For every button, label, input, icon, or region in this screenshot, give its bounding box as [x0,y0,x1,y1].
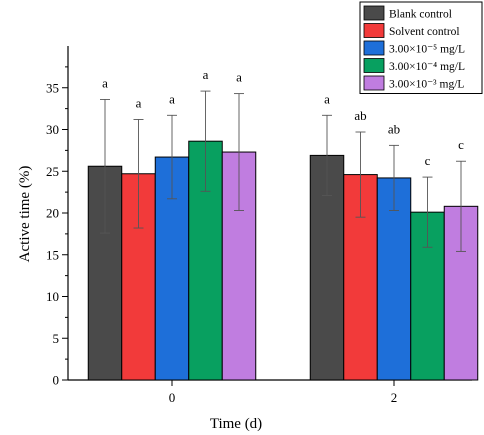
significance-label: c [458,137,464,152]
y-tick-label: 5 [53,331,60,346]
x-axis-title: Time (d) [210,416,262,432]
significance-label: c [425,153,431,168]
y-tick-label: 30 [46,122,59,137]
legend-label: Blank control [389,9,452,21]
y-tick-label: 15 [46,247,59,262]
legend-label: 3.00×10⁻⁴ mg/L [389,61,465,73]
legend-swatch [363,23,385,38]
legend-label: 3.00×10⁻⁵ mg/L [389,44,465,56]
significance-label: a [236,70,242,85]
significance-label: a [136,95,142,110]
bar [376,177,412,381]
y-tick-label: 10 [46,289,59,304]
x-tick-label: 0 [169,390,176,405]
significance-label: a [169,91,175,106]
legend-swatch [363,5,385,21]
significance-label: a [203,67,209,82]
plot-area: 0 5 10 15 20 25 30 35 0 a a a a a 2 a ab ab c c [46,46,479,405]
y-axis-title: Active time (%) [17,166,33,263]
significance-label: ab [354,108,366,123]
significance-label: ab [388,121,400,136]
significance-label: a [324,91,330,106]
legend: Blank control Solvent control 3.00×10⁻⁵ mg… [359,1,483,94]
x-tick-label: 2 [391,390,398,405]
legend-swatch [363,58,385,73]
y-tick-label: 20 [46,206,59,221]
legend-swatch [363,40,385,56]
y-tick-label: 25 [46,164,59,179]
legend-label: Solvent control [389,26,460,38]
y-tick-label: 35 [46,80,59,95]
legend-swatch [363,75,385,91]
legend-label: 3.00×10⁻³ mg/L [389,79,464,91]
significance-label: a [102,75,108,90]
y-tick-label: 0 [53,373,60,388]
